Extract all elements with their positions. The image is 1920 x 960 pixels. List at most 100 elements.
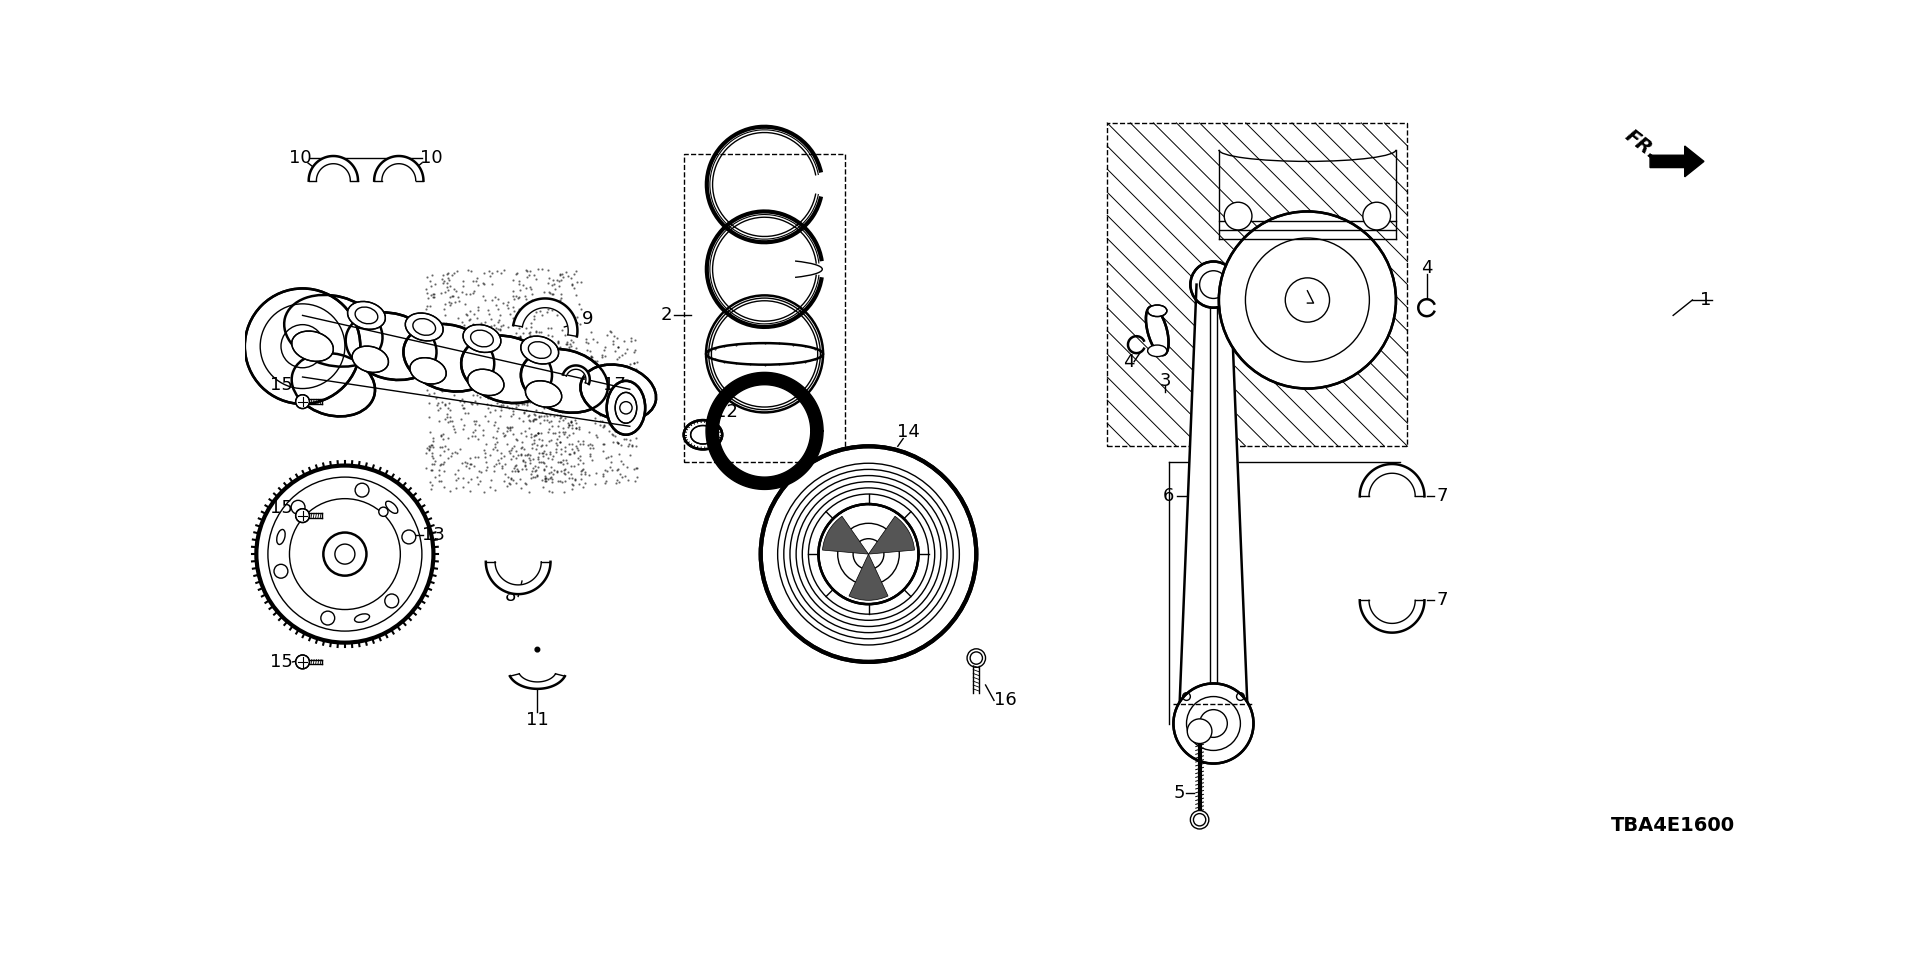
Point [480,381,511,396]
Point [503,367,534,382]
Point [451,286,482,301]
Point [451,307,482,323]
Point [603,399,634,415]
Point [614,425,645,441]
Point [463,277,493,293]
Point [417,448,447,464]
Point [557,470,588,486]
Point [566,376,597,392]
Circle shape [296,395,309,409]
Text: 10: 10 [288,149,311,166]
Point [543,274,574,289]
Point [540,397,570,413]
Point [509,396,540,412]
Point [467,422,497,438]
Point [620,394,651,409]
Point [455,450,486,466]
Point [616,331,647,347]
Point [574,344,605,359]
Point [444,319,474,334]
Point [417,430,447,445]
Point [445,284,476,300]
Point [432,442,463,457]
Point [503,463,534,478]
Point [611,346,641,361]
Point [620,430,651,445]
Point [549,344,580,359]
Point [509,442,540,457]
Point [524,366,555,381]
Point [509,406,540,421]
Point [424,400,455,416]
Point [513,263,543,278]
Point [526,376,557,392]
Point [495,422,526,438]
Point [530,471,561,487]
Point [434,298,465,313]
Point [572,361,603,376]
Point [501,364,532,379]
Point [492,380,522,396]
Point [422,395,453,410]
Point [518,451,549,467]
Point [545,385,576,400]
Point [530,284,561,300]
Ellipse shape [284,295,382,367]
Point [511,385,541,400]
Point [595,460,626,475]
Point [589,418,620,433]
Point [434,272,465,287]
Point [605,399,636,415]
Point [522,459,553,474]
Point [468,315,499,330]
Point [566,301,597,317]
Point [447,380,478,396]
Point [526,454,557,469]
Point [591,390,622,405]
Point [524,359,555,374]
Point [511,386,541,401]
Point [515,324,545,340]
Point [549,461,580,476]
Point [572,343,603,358]
Point [536,345,566,360]
Point [578,438,609,453]
Point [438,347,468,362]
Point [591,398,622,414]
Point [434,451,465,467]
Point [589,348,620,364]
Point [557,373,588,389]
Point [413,270,444,285]
Point [426,326,457,342]
Point [601,396,632,412]
Point [503,321,534,336]
Point [559,346,589,361]
Point [503,397,534,413]
Point [574,374,605,390]
Point [413,382,444,397]
Point [488,318,518,333]
Point [509,366,540,381]
Point [472,413,503,428]
Point [524,331,555,347]
Circle shape [1187,719,1212,743]
Point [603,436,634,451]
Point [597,336,628,351]
Point [509,457,540,472]
Point [538,286,568,301]
Point [599,423,630,439]
Point [472,390,503,405]
Point [507,396,538,412]
Point [495,408,526,423]
Point [545,290,576,305]
Point [591,473,622,489]
Point [484,456,515,471]
Point [478,430,509,445]
Point [520,272,551,287]
Point [432,376,463,392]
Circle shape [246,288,361,404]
Point [482,298,513,313]
Point [522,451,553,467]
Point [453,405,484,420]
Point [511,292,541,307]
